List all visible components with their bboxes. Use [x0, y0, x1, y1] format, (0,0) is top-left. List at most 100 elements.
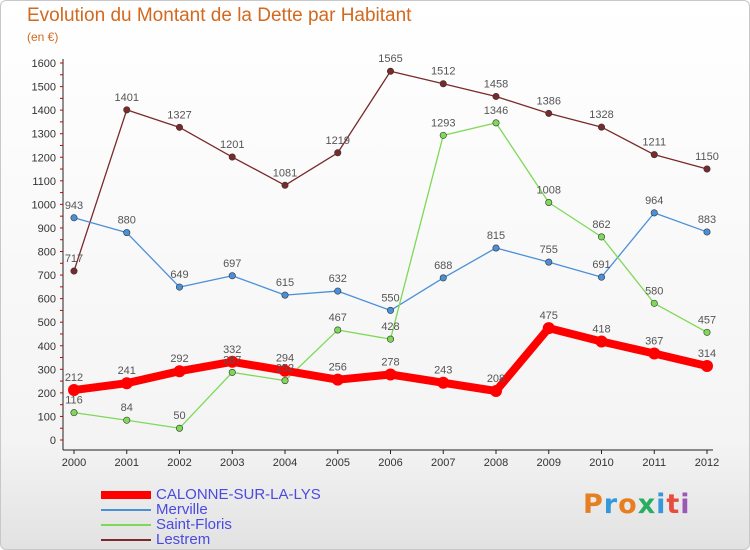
data-point — [542, 322, 555, 335]
y-tick-label: 1000 — [32, 199, 56, 211]
data-point — [492, 244, 500, 252]
data-point — [176, 283, 184, 291]
data-point — [228, 272, 236, 280]
x-tick-label: 2003 — [220, 457, 244, 469]
data-label: 457 — [698, 314, 716, 326]
data-label: 475 — [540, 310, 558, 322]
data-label: 314 — [698, 348, 716, 360]
legend-item: CALONNE-SUR-LA-LYS — [101, 486, 321, 503]
data-label: 241 — [118, 365, 136, 377]
x-tick-label: 2002 — [167, 457, 191, 469]
x-tick-label: 2010 — [589, 457, 613, 469]
data-point — [70, 409, 78, 417]
y-tick-label: 500 — [38, 317, 56, 329]
logo-letter: r — [603, 489, 619, 520]
legend-label: Saint-Floris — [156, 516, 232, 533]
data-point — [123, 229, 131, 237]
y-tick-label: 100 — [38, 411, 56, 423]
data-point — [437, 376, 450, 389]
data-label: 1008 — [537, 184, 561, 196]
data-point — [703, 328, 711, 336]
data-point — [228, 368, 236, 376]
data-label: 1512 — [431, 66, 455, 78]
data-label: 428 — [381, 321, 399, 333]
legend-swatch — [101, 523, 151, 526]
y-tick-label: 400 — [38, 341, 56, 353]
data-label: 880 — [118, 215, 136, 227]
x-tick-label: 2004 — [273, 457, 297, 469]
data-point — [439, 131, 447, 139]
data-point — [331, 373, 344, 386]
data-label: 943 — [65, 200, 83, 212]
data-label: 278 — [381, 356, 399, 368]
chart-series-lines — [68, 67, 713, 432]
data-point — [281, 181, 289, 189]
data-label: 632 — [329, 273, 347, 285]
y-tick-label: 0 — [50, 435, 56, 447]
data-label: 243 — [434, 365, 452, 377]
data-label: 1219 — [326, 135, 350, 147]
data-label: 1201 — [220, 139, 244, 151]
legend-item: Lestrem — [101, 531, 321, 548]
x-tick-label: 2000 — [62, 457, 86, 469]
data-point — [597, 233, 605, 241]
data-point — [120, 377, 133, 390]
data-label: 294 — [276, 353, 294, 365]
data-label: 212 — [65, 372, 83, 384]
legend-label: Merville — [156, 501, 208, 518]
x-tick-label: 2009 — [537, 457, 561, 469]
data-label: 550 — [381, 292, 399, 304]
legend-label: Lestrem — [156, 531, 211, 548]
data-point — [545, 109, 553, 117]
data-label: 1346 — [484, 105, 508, 117]
data-label: 1565 — [378, 53, 402, 65]
legend-item: Saint-Floris — [101, 516, 321, 533]
y-tick-label: 900 — [38, 223, 56, 235]
data-point — [176, 424, 184, 432]
data-point — [650, 209, 658, 217]
legend-item: Merville — [101, 501, 321, 518]
data-label: 287 — [223, 354, 241, 366]
data-point — [545, 198, 553, 206]
chart-legend: CALONNE-SUR-LA-LYS Merville Saint-Floris Le… — [101, 486, 321, 548]
data-label: 717 — [65, 253, 83, 265]
data-point — [334, 149, 342, 157]
data-label: 697 — [223, 258, 241, 270]
data-point — [228, 153, 236, 161]
data-label: 615 — [276, 277, 294, 289]
data-label: 1328 — [589, 109, 613, 121]
data-label: 755 — [540, 244, 558, 256]
proxiti-logo: Proxiti — [583, 489, 691, 520]
data-point — [492, 119, 500, 127]
data-label: 649 — [170, 269, 188, 281]
data-label: 116 — [65, 395, 83, 407]
x-tick-label: 2008 — [484, 457, 508, 469]
logo-letter: x — [637, 489, 657, 520]
y-tick-label: 700 — [38, 270, 56, 282]
data-label: 691 — [592, 259, 610, 271]
data-point — [650, 299, 658, 307]
legend-swatch — [101, 508, 151, 511]
y-tick-label: 300 — [38, 364, 56, 376]
logo-letter: P — [583, 489, 604, 520]
data-label: 1150 — [695, 151, 719, 163]
data-point — [173, 365, 186, 378]
data-label: 1386 — [537, 95, 561, 107]
series-line-lestrem — [73, 70, 708, 272]
data-label: 1327 — [167, 109, 191, 121]
data-label: 815 — [487, 230, 505, 242]
chart-data-labels: 717 1401 1327 1201 1081 1219 1565 1512 1458 1386 1… — [65, 53, 719, 422]
x-tick-label: 2007 — [431, 457, 455, 469]
data-point — [176, 123, 184, 131]
y-tick-label: 800 — [38, 247, 56, 259]
data-label: 84 — [121, 402, 133, 414]
data-point — [439, 80, 447, 88]
data-label: 1458 — [484, 78, 508, 90]
data-point — [281, 291, 289, 299]
data-point — [123, 106, 131, 114]
chart-title: Evolution du Montant de la Dette par Hab… — [27, 5, 412, 26]
data-point — [701, 360, 713, 373]
data-point — [386, 306, 394, 314]
data-point — [386, 335, 394, 343]
